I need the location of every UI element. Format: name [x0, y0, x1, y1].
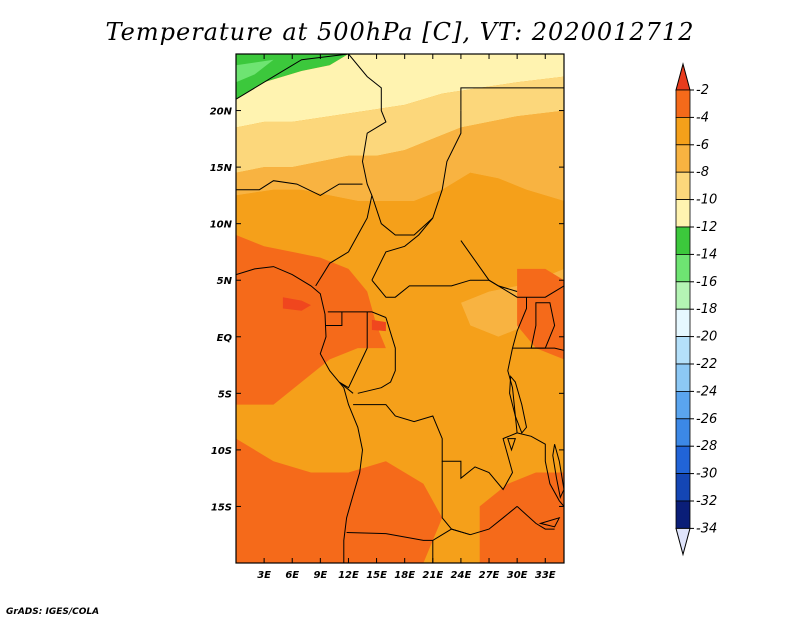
y-tick-label-15S: 15S: [211, 502, 232, 513]
coastline-0: [236, 266, 364, 563]
x-tick-label-18E: 18E: [394, 570, 415, 581]
colorbar-label--24: -24: [696, 384, 717, 399]
y-tick-label-5N: 5N: [217, 276, 233, 287]
y-tick-label-10N: 10N: [210, 220, 233, 231]
colorbar-label--8: -8: [696, 165, 709, 180]
country-border-1: [348, 54, 387, 196]
country-border-3: [460, 87, 564, 111]
colorbar-swatch--4: [675, 89, 691, 118]
country-border-10: [326, 311, 343, 326]
country-border-21: [516, 506, 555, 530]
colorbar-label--28: -28: [696, 439, 717, 454]
colorbar-label--14: -14: [696, 247, 717, 262]
y-tick-label-EQ: EQ: [217, 333, 233, 344]
colorbar-label--16: -16: [696, 275, 717, 290]
colorbar-label--2: -2: [696, 83, 709, 98]
country-border-6: [371, 217, 434, 281]
x-tick-label-33E: 33E: [535, 570, 556, 581]
temperature-field: [236, 54, 564, 563]
country-border-8: [460, 240, 564, 298]
colorbar-label--34: -34: [696, 521, 717, 536]
temperature-region-band-very-light: [236, 54, 564, 128]
colorbar-swatch--16: [675, 253, 691, 283]
temperature-region-band-dark-south: [236, 438, 443, 563]
x-tick-label-27E: 27E: [479, 570, 500, 581]
temperature-region-band-dark-east: [517, 268, 564, 360]
temperature-region-band-light: [236, 76, 564, 173]
colorbar-label--20: -20: [696, 330, 717, 345]
colorbar-swatch--14: [675, 226, 691, 255]
x-axis: 3E 6E 9E 12E 15E 18E 21E 24E 27E 30E 33E: [257, 54, 556, 581]
y-tick-label-5S: 5S: [218, 389, 232, 400]
colorbar-label--18: -18: [696, 302, 717, 317]
colorbar-label--22: -22: [696, 357, 717, 372]
colorbar-swatch--12: [675, 199, 691, 228]
colorbar-swatch--8: [675, 144, 691, 173]
temperature-region-band-dark-southeast: [479, 472, 564, 563]
x-tick-label-12E: 12E: [338, 570, 359, 581]
x-tick-label-24E: 24E: [451, 570, 472, 581]
grads-footer: GrADS: IGES/COLA: [6, 607, 99, 617]
country-border-9: [327, 311, 387, 318]
y-tick-label-10S: 10S: [211, 446, 232, 457]
temperature-region-band-hot-center: [371, 319, 386, 332]
y-axis: 20N 15N 10N 5N EQ 5S 10S 15S: [210, 107, 564, 513]
temperature-region-band-orange-light: [236, 110, 564, 201]
temperature-region-sahara-lightgreen: [236, 59, 274, 83]
colorbar-swatch--6: [675, 117, 691, 146]
colorbar-label--26: -26: [696, 412, 717, 427]
colorbar-label--32: -32: [696, 494, 717, 509]
colorbar-swatch--20: [675, 308, 691, 338]
colorbar-swatch--22: [675, 336, 691, 365]
map-frame: [235, 53, 565, 564]
colorbar-swatch--30: [675, 445, 691, 475]
colorbar-label--10: -10: [696, 193, 717, 208]
country-border-19: [512, 297, 527, 349]
x-tick-label-3E: 3E: [257, 570, 271, 581]
colorbar-swatch--10: [675, 171, 691, 200]
lake-outline-4: [538, 516, 561, 528]
lake-outline-1: [509, 375, 528, 434]
country-border-11: [338, 311, 368, 394]
temperature-region-band-dark-west: [236, 235, 386, 405]
country-borders: [236, 54, 564, 563]
colorbar-swatch--28: [675, 418, 691, 447]
colorbar-label--30: -30: [696, 467, 717, 482]
x-tick-label-6E: 6E: [285, 570, 299, 581]
colorbar-swatch--24: [675, 363, 691, 392]
colorbar-label--12: -12: [696, 220, 717, 235]
y-tick-label-20N: 20N: [210, 107, 233, 118]
colorbar-swatch--34: [675, 500, 691, 529]
chart-title: Temperature at 500hPa [C], VT: 202001271…: [106, 18, 695, 46]
country-border-5: [315, 195, 373, 287]
country-border-4: [236, 180, 363, 196]
country-border-20: [516, 432, 564, 507]
x-tick-label-15E: 15E: [366, 570, 387, 581]
colorbar-label--4: -4: [696, 110, 709, 125]
colorbar-bottom-arrow: [675, 527, 691, 557]
colorbar-swatch--18: [675, 281, 691, 310]
country-border-13: [353, 404, 518, 491]
x-tick-label-30E: 30E: [507, 570, 528, 581]
colorbar-label--6: -6: [696, 138, 709, 153]
temperature-region-band-hot-core: [282, 297, 311, 311]
country-border-12: [357, 317, 396, 394]
x-tick-label-9E: 9E: [313, 570, 327, 581]
country-border-22: [470, 506, 518, 536]
x-tick-label-21E: 21E: [422, 570, 443, 581]
lake-outline-3: [507, 438, 516, 452]
colorbar-swatch--26: [675, 390, 691, 420]
colorbar-swatch--32: [675, 473, 691, 502]
y-tick-label-15N: 15N: [210, 163, 233, 174]
colorbar: -2 -4 -6 -8 -10 -12 -14 -16 -18 -20 -22 -24 -26 -28 -3…: [675, 62, 717, 557]
colorbar-top-arrow: [675, 62, 691, 91]
lake-outline-2: [552, 444, 564, 499]
country-border-0: [236, 54, 349, 100]
lake-outline-0: [530, 302, 556, 349]
